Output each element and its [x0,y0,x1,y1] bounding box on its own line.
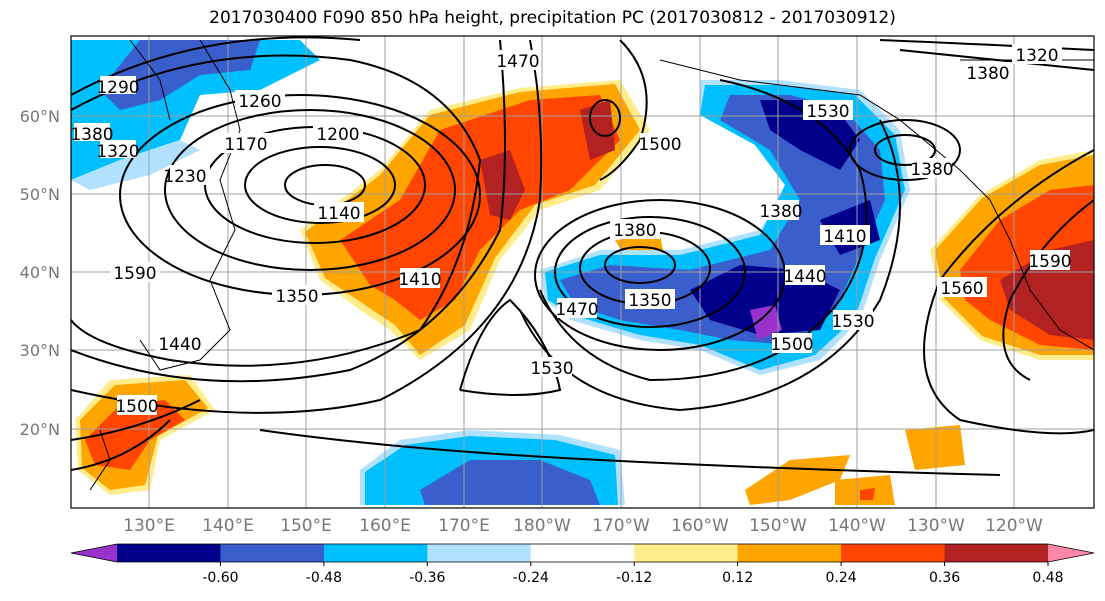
contour-label: 1230 [163,167,206,187]
contour-label: 1380 [910,160,953,180]
contour-label: 1410 [823,227,866,247]
lon-label: 180°W [513,516,571,536]
lat-label: 20°N [20,420,60,439]
contour-label: 1350 [628,291,671,311]
contour-label: 1200 [316,125,359,145]
contour-label: 1320 [96,142,139,162]
contour-label: 1410 [398,270,441,290]
contour-label: 1440 [783,267,826,287]
contour-label: 1590 [1028,252,1071,272]
contour-label: 1590 [113,264,156,284]
colorbar-segment [530,544,635,562]
map-title: 2017030400 F090 850 hPa height, precipit… [209,8,896,28]
contour-label: 1350 [275,287,318,307]
colorbar-segment [841,544,946,562]
contour-label: 1140 [317,204,360,224]
contour-label: 1260 [238,92,281,112]
contour-label-group: 1320 1380 1290 1260 1230 1170 1200 1140 … [70,44,1072,417]
contour-label: 1290 [96,78,139,98]
colorbar-segment [944,544,1049,562]
contour-label: 1470 [496,52,539,72]
colorbar-tick-label: -0.24 [513,570,549,586]
map-frame [70,35,1095,509]
latitude-labels: 60°N 50°N 40°N 30°N 20°N [20,107,60,439]
colorbar-extend-low [71,544,117,562]
colorbar-tick-label: 0.48 [1032,570,1063,586]
colorbar-tick-label: 0.12 [722,570,753,586]
contour-label: 1170 [224,135,267,155]
contour-label: 1380 [966,64,1009,84]
colorbar: -0.60 -0.48 -0.36 -0.24 -0.12 0.12 0.24 0.36 0.4… [70,543,1095,586]
contour-label: 1440 [158,335,201,355]
lat-label: 60°N [20,107,60,126]
colorbar-segment [220,544,325,562]
colorbar-extend-high [1048,544,1094,562]
colorbar-tick-label: 0.36 [929,570,960,586]
colorbar-segment [323,544,428,562]
graticule [71,36,1094,508]
contour-label: 1500 [770,335,813,355]
lon-label: 150°E [280,516,332,536]
contour-label: 1500 [115,397,158,417]
lon-label: 160°E [359,516,411,536]
colorbar-segment [117,544,221,562]
colorbar-segment [634,544,739,562]
contour-label: 1500 [638,135,681,155]
contour-label: 1560 [940,279,983,299]
lon-label: 170°W [592,516,650,536]
lon-label: 130°E [123,516,175,536]
colorbar-tick-label: -0.12 [616,570,652,586]
lon-label: 150°W [749,516,807,536]
lon-label: 170°E [438,516,490,536]
contour-label: 1470 [555,300,598,320]
contour-label: 1320 [1015,46,1058,66]
lon-label: 130°W [907,516,965,536]
colorbar-tick-label: -0.36 [409,570,445,586]
colorbar-segment [737,544,842,562]
contour-label: 1530 [530,359,573,379]
colorbar-tick-label: 0.24 [826,570,857,586]
colorbar-segment [427,544,532,562]
contour-label: 1530 [806,102,849,122]
colorbar-tick-label: -0.60 [202,570,238,586]
contour-label: 1530 [831,312,874,332]
longitude-labels: 130°E 140°E 150°E 160°E 170°E 180°W 170°… [123,516,1043,536]
lat-label: 40°N [20,263,60,282]
contour-label: 1380 [759,202,802,222]
lon-label: 140°E [202,516,254,536]
lon-label: 140°W [828,516,886,536]
lat-label: 30°N [20,341,60,360]
lon-label: 120°W [985,516,1043,536]
lon-label: 160°W [671,516,729,536]
lat-label: 50°N [20,185,60,204]
contour-label: 1380 [613,221,656,241]
colorbar-tick-label: -0.48 [306,570,342,586]
